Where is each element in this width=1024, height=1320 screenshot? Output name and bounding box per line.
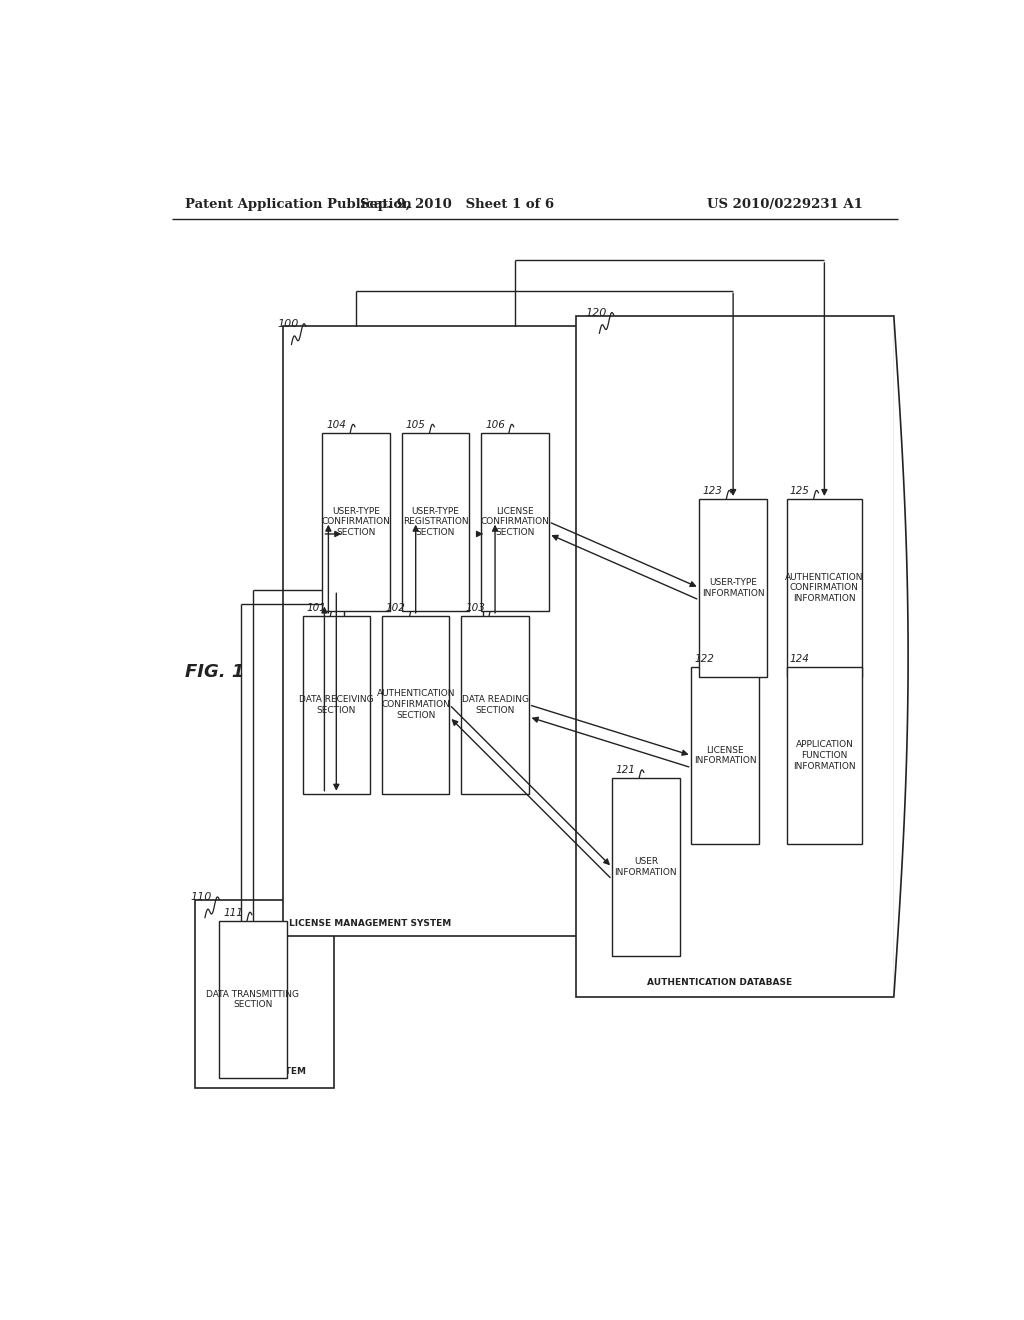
Text: LICENSE
INFORMATION: LICENSE INFORMATION [694, 746, 757, 766]
Text: DATA TRANSMITTING
SECTION: DATA TRANSMITTING SECTION [207, 990, 299, 1010]
FancyBboxPatch shape [481, 433, 549, 611]
FancyBboxPatch shape [283, 326, 581, 936]
FancyBboxPatch shape [382, 615, 450, 793]
Text: 101: 101 [306, 603, 327, 612]
FancyBboxPatch shape [303, 615, 370, 793]
Text: TARGET SYSTEM: TARGET SYSTEM [223, 1067, 306, 1076]
FancyBboxPatch shape [401, 433, 469, 611]
FancyBboxPatch shape [323, 433, 390, 611]
Text: 104: 104 [327, 420, 346, 430]
Text: APPLICATION
FUNCTION
INFORMATION: APPLICATION FUNCTION INFORMATION [793, 741, 856, 771]
FancyBboxPatch shape [786, 499, 862, 677]
FancyBboxPatch shape [786, 667, 862, 845]
Text: USER-TYPE
INFORMATION: USER-TYPE INFORMATION [701, 578, 765, 598]
FancyBboxPatch shape [196, 900, 334, 1089]
Text: AUTHENTICATION
CONFIRMATION
SECTION: AUTHENTICATION CONFIRMATION SECTION [377, 689, 455, 719]
FancyBboxPatch shape [461, 615, 528, 793]
Text: 106: 106 [485, 420, 505, 430]
Text: AUTHENTICATION
CONFIRMATION
INFORMATION: AUTHENTICATION CONFIRMATION INFORMATION [785, 573, 863, 603]
Text: FIG. 1: FIG. 1 [185, 663, 245, 681]
Text: 103: 103 [465, 603, 485, 612]
Text: 120: 120 [585, 308, 606, 318]
Text: 110: 110 [190, 892, 212, 903]
Text: 100: 100 [278, 319, 299, 329]
FancyBboxPatch shape [612, 779, 680, 956]
Text: Patent Application Publication: Patent Application Publication [185, 198, 412, 211]
Text: 121: 121 [615, 766, 635, 775]
Text: 122: 122 [694, 653, 715, 664]
Text: USER-TYPE
CONFIRMATION
SECTION: USER-TYPE CONFIRMATION SECTION [322, 507, 390, 537]
Text: AUTHENTICATION DATABASE: AUTHENTICATION DATABASE [647, 978, 792, 987]
Text: 123: 123 [702, 486, 723, 496]
Text: 105: 105 [406, 420, 426, 430]
Text: USER
INFORMATION: USER INFORMATION [614, 858, 677, 878]
Text: LICENSE
CONFIRMATION
SECTION: LICENSE CONFIRMATION SECTION [480, 507, 549, 537]
FancyBboxPatch shape [577, 315, 894, 997]
Text: 124: 124 [790, 653, 810, 664]
Text: DATA RECEIVING
SECTION: DATA RECEIVING SECTION [299, 694, 374, 714]
FancyBboxPatch shape [699, 499, 767, 677]
FancyBboxPatch shape [691, 667, 759, 845]
Text: 102: 102 [386, 603, 406, 612]
Text: DATA READING
SECTION: DATA READING SECTION [462, 694, 528, 714]
Text: LICENSE MANAGEMENT SYSTEM: LICENSE MANAGEMENT SYSTEM [289, 919, 452, 928]
Text: 111: 111 [223, 908, 243, 917]
Text: USER-TYPE
REGISTRATION
SECTION: USER-TYPE REGISTRATION SECTION [402, 507, 468, 537]
Text: 125: 125 [790, 486, 810, 496]
FancyBboxPatch shape [219, 921, 287, 1078]
Text: Sep. 9, 2010   Sheet 1 of 6: Sep. 9, 2010 Sheet 1 of 6 [360, 198, 554, 211]
Text: US 2010/0229231 A1: US 2010/0229231 A1 [708, 198, 863, 211]
